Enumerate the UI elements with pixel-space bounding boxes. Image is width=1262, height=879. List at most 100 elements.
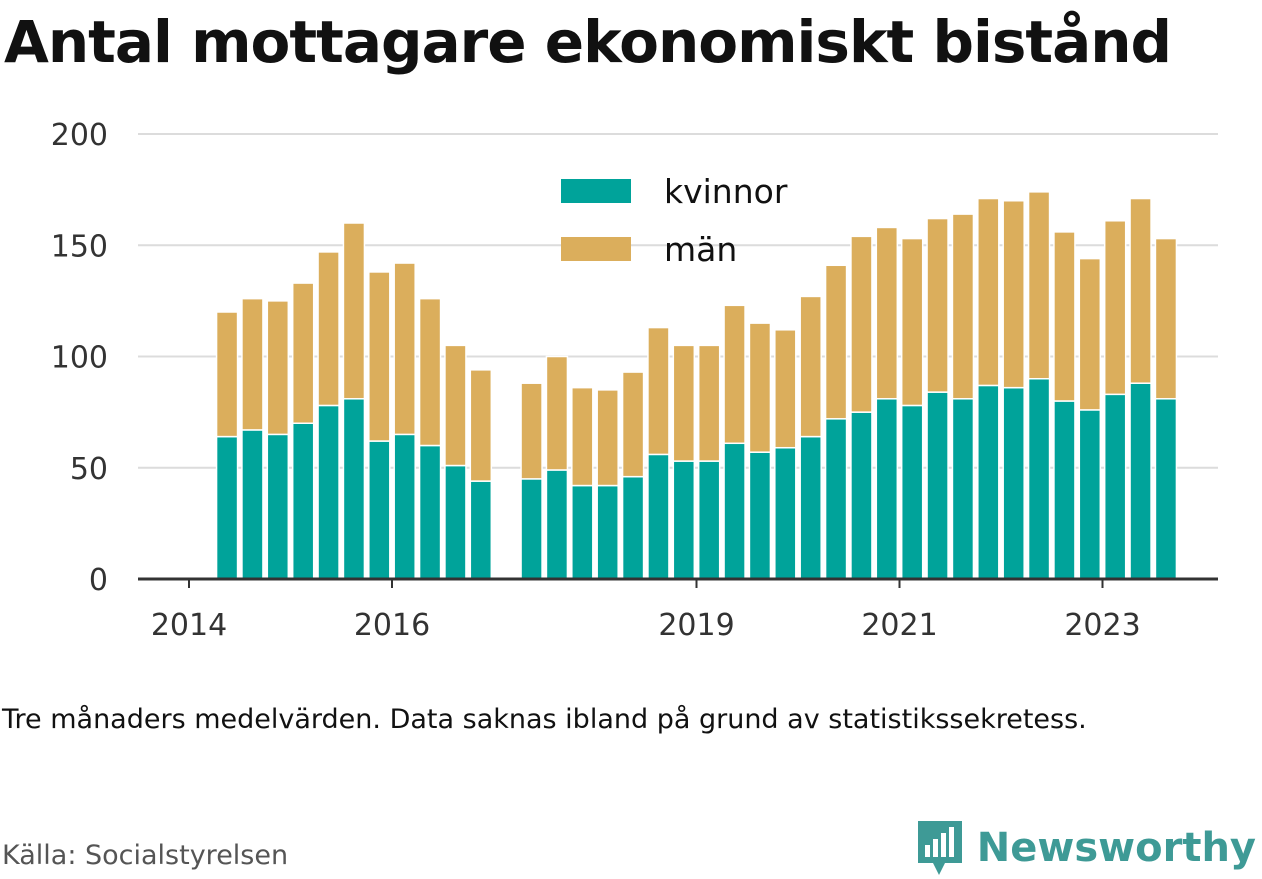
bar-kvinnor-2017-Q2 — [520, 478, 543, 580]
bar-män-2020-Q1 — [799, 295, 822, 438]
bar-män-2023-Q3 — [1154, 237, 1178, 400]
legend-swatch-kvinnor — [561, 179, 631, 203]
bar-män-2018-Q2 — [621, 371, 645, 478]
bar-kvinnor-2021-Q4 — [977, 384, 1000, 580]
bar-män-2016-Q3 — [444, 344, 467, 467]
bar-män-2022-Q1 — [1002, 200, 1025, 389]
bar-män-2023-Q2 — [1129, 197, 1152, 384]
bar-män-2021-Q3 — [951, 213, 975, 400]
legend-label-män: män — [664, 230, 737, 269]
bar-kvinnor-2014-Q2 — [215, 435, 239, 580]
bar-kvinnor-2016-Q1 — [393, 433, 416, 580]
bar-kvinnor-2023-Q3 — [1154, 398, 1178, 580]
bar-kvinnor-2021-Q3 — [951, 398, 975, 580]
bar-kvinnor-2022-Q3 — [1053, 400, 1076, 580]
x-tick-label: 2021 — [861, 608, 937, 643]
bar-män-2014-Q4 — [266, 300, 290, 436]
y-tick-label: 150 — [51, 229, 108, 264]
bar-män-2016-Q4 — [469, 369, 493, 482]
bar-män-2019-Q3 — [748, 322, 772, 453]
bar-män-2021-Q4 — [977, 197, 1000, 387]
bar-män-2015-Q4 — [368, 271, 391, 442]
bar-kvinnor-2020-Q3 — [850, 411, 873, 580]
y-tick-label: 100 — [51, 341, 108, 376]
y-tick-label: 200 — [51, 118, 108, 153]
bar-män-2018-Q1 — [596, 389, 619, 487]
bar-män-2022-Q3 — [1053, 231, 1076, 402]
legend-swatch-män — [561, 237, 631, 261]
bar-kvinnor-2020-Q1 — [799, 435, 822, 580]
bars — [215, 191, 1178, 580]
bar-kvinnor-2014-Q3 — [241, 429, 264, 580]
bar-kvinnor-2019-Q2 — [723, 442, 746, 580]
bar-kvinnor-2019-Q4 — [774, 446, 797, 580]
chart-title: Antal mottagare ekonomiskt bistånd — [4, 8, 1172, 76]
bar-kvinnor-2017-Q3 — [545, 469, 569, 580]
bar-kvinnor-2022-Q2 — [1027, 378, 1051, 580]
bar-kvinnor-2023-Q1 — [1103, 393, 1127, 580]
x-tick-labels: 2014 2016 2019 2021 2023 — [151, 608, 1141, 643]
bar-kvinnor-2022-Q1 — [1002, 386, 1025, 580]
bar-män-2023-Q1 — [1103, 220, 1127, 396]
bar-män-2018-Q4 — [672, 344, 696, 462]
bar-män-2015-Q3 — [342, 222, 366, 400]
bar-kvinnor-2018-Q2 — [621, 475, 645, 580]
bar-män-2015-Q1 — [291, 282, 315, 424]
bar-män-2017-Q3 — [545, 355, 569, 471]
bar-kvinnor-2019-Q1 — [697, 460, 721, 580]
bar-män-2021-Q1 — [900, 237, 924, 407]
bar-män-2017-Q2 — [520, 382, 543, 480]
bar-kvinnor-2017-Q4 — [571, 484, 594, 580]
newsworthy-logo[interactable]: Newsworthy — [915, 818, 1256, 878]
bar-män-2020-Q2 — [824, 264, 848, 420]
y-tick-label: 50 — [70, 452, 108, 487]
source-text: Källa: Socialstyrelsen — [2, 840, 289, 871]
bar-män-2014-Q3 — [241, 297, 264, 431]
stacked-bar-chart: 0 50 100 150 200 2014 2016 2019 2021 2023 kvinno… — [51, 118, 1218, 643]
y-tick-label: 0 — [89, 563, 108, 598]
bar-män-2014-Q2 — [215, 311, 239, 438]
x-tick-label: 2014 — [151, 608, 227, 643]
bar-män-2017-Q4 — [571, 386, 594, 487]
bar-kvinnor-2020-Q4 — [875, 398, 899, 580]
bar-män-2015-Q2 — [317, 251, 340, 407]
x-tick-label: 2023 — [1064, 608, 1140, 643]
bar-kvinnor-2015-Q4 — [368, 440, 391, 580]
bar-kvinnor-2021-Q2 — [926, 391, 949, 580]
x-axis — [138, 577, 1218, 588]
bar-kvinnor-2015-Q3 — [342, 398, 366, 580]
bar-chart-speech-icon — [917, 821, 962, 875]
bar-män-2022-Q2 — [1027, 191, 1051, 380]
bar-kvinnor-2018-Q4 — [672, 460, 696, 580]
bar-kvinnor-2015-Q1 — [291, 422, 315, 580]
chart-note: Tre månaders medelvärden. Data saknas ib… — [2, 704, 1087, 735]
y-tick-labels: 0 50 100 150 200 — [51, 118, 108, 598]
bar-kvinnor-2016-Q2 — [418, 444, 442, 580]
bar-kvinnor-2022-Q4 — [1078, 409, 1102, 580]
bar-kvinnor-2014-Q4 — [266, 433, 290, 580]
bar-kvinnor-2016-Q4 — [469, 480, 493, 580]
bar-kvinnor-2018-Q3 — [647, 453, 670, 580]
bar-män-2019-Q4 — [774, 329, 797, 449]
bar-män-2020-Q4 — [875, 226, 899, 400]
bar-män-2019-Q2 — [723, 304, 746, 445]
bar-kvinnor-2016-Q3 — [444, 464, 467, 580]
bar-kvinnor-2023-Q2 — [1129, 382, 1152, 580]
bar-män-2016-Q1 — [393, 262, 416, 436]
brand-name: Newsworthy — [976, 825, 1256, 871]
x-tick-label: 2019 — [658, 608, 734, 643]
bar-kvinnor-2019-Q3 — [748, 451, 772, 580]
bar-män-2016-Q2 — [418, 297, 442, 447]
bar-män-2019-Q1 — [697, 344, 721, 462]
bar-kvinnor-2021-Q1 — [900, 404, 924, 580]
bar-kvinnor-2018-Q1 — [596, 484, 619, 580]
bar-kvinnor-2015-Q2 — [317, 404, 340, 580]
bar-kvinnor-2020-Q2 — [824, 418, 848, 580]
x-tick-label: 2016 — [354, 608, 430, 643]
legend: kvinnor män — [561, 172, 788, 269]
bar-män-2020-Q3 — [850, 235, 873, 413]
bar-män-2018-Q3 — [647, 326, 670, 456]
bar-män-2021-Q2 — [926, 217, 949, 393]
bar-män-2022-Q4 — [1078, 257, 1102, 411]
legend-label-kvinnor: kvinnor — [664, 172, 788, 211]
